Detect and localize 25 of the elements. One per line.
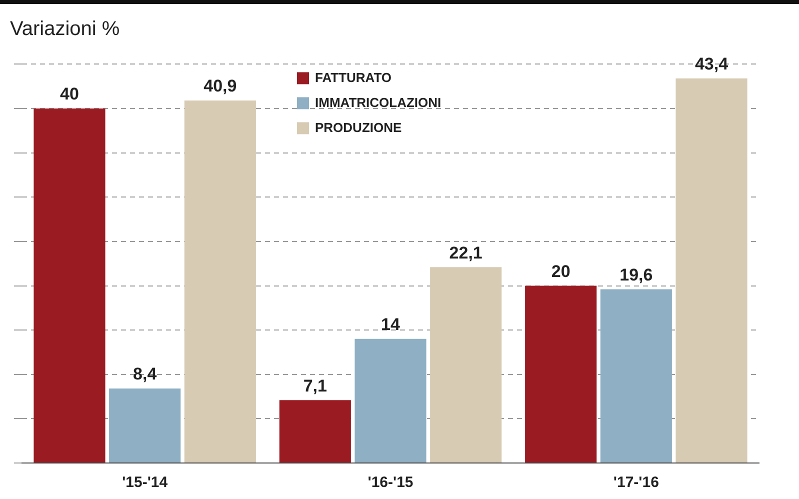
data-label: 7,1 — [303, 376, 327, 396]
legend-label: PRODUZIONE — [315, 120, 402, 135]
data-label: 43,4 — [694, 54, 729, 74]
data-label: 14 — [381, 315, 400, 334]
chart-title: Variazioni % — [10, 18, 120, 41]
bar — [109, 388, 181, 462]
x-tick-label: '15-'14 — [122, 474, 168, 492]
x-tick-label: '17-'16 — [613, 474, 659, 492]
legend-label: FATTURATO — [315, 70, 392, 85]
bar — [676, 78, 748, 462]
data-label: 8,4 — [133, 364, 158, 384]
bar — [34, 108, 106, 462]
bar — [600, 289, 672, 462]
bar — [430, 267, 502, 462]
bar — [184, 100, 256, 462]
bar — [354, 338, 426, 462]
x-tick-label: '16-'15 — [368, 474, 414, 492]
data-label: 22,1 — [449, 243, 482, 262]
data-label: 40,9 — [204, 76, 237, 96]
bar — [279, 400, 351, 462]
data-label: 20 — [551, 262, 570, 281]
data-label: 19,6 — [620, 265, 653, 284]
legend-label: IMMATRICOLAZIONI — [315, 94, 442, 110]
data-label: 40 — [60, 84, 79, 104]
bar — [525, 286, 597, 462]
